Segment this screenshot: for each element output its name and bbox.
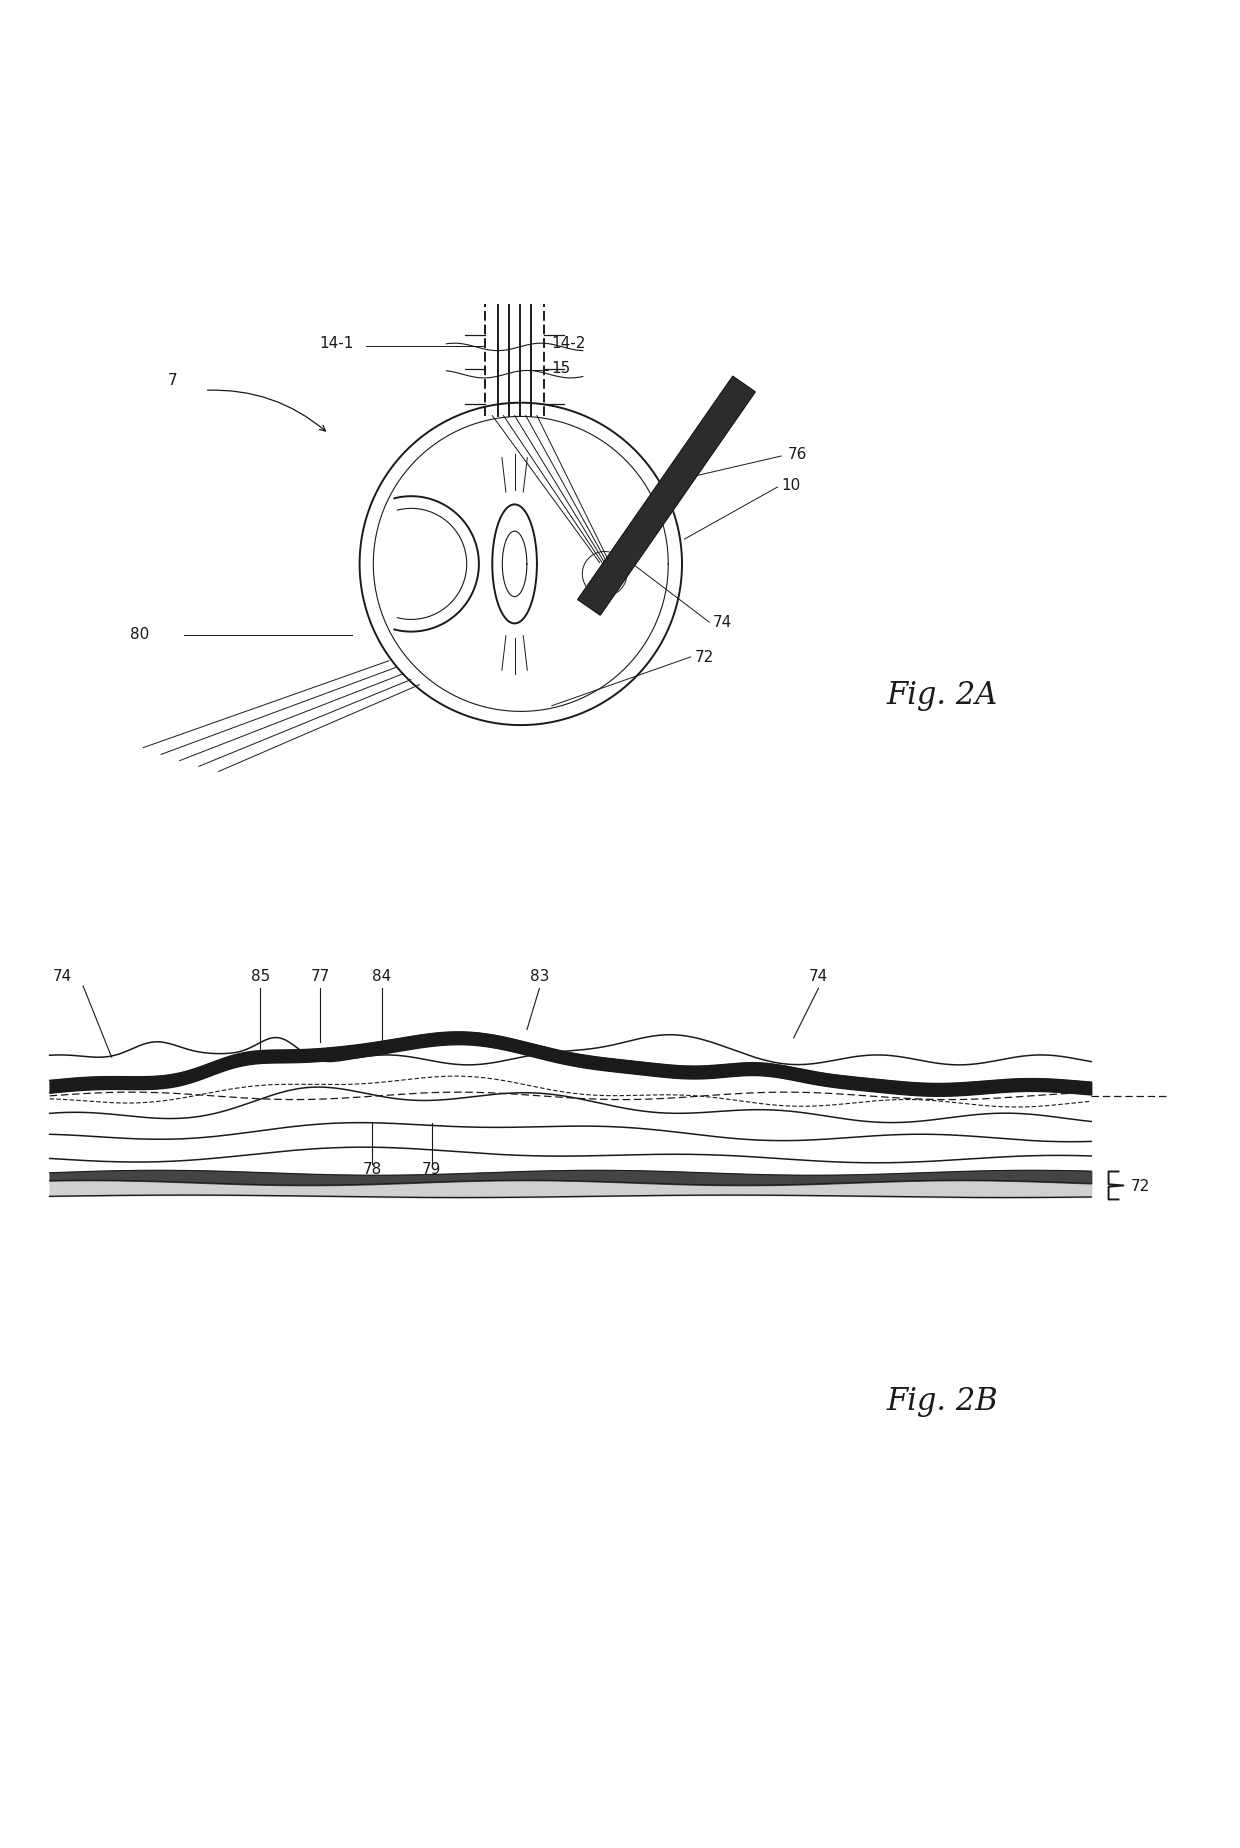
Text: 15: 15 — [552, 360, 572, 375]
Text: 78: 78 — [362, 1161, 382, 1175]
Text: 76: 76 — [787, 447, 807, 462]
Text: Fig. 2B: Fig. 2B — [887, 1386, 998, 1417]
Polygon shape — [578, 377, 755, 615]
Text: 74: 74 — [52, 968, 72, 983]
Text: 80: 80 — [130, 626, 150, 641]
Text: 7: 7 — [167, 373, 177, 388]
Text: 14-2: 14-2 — [552, 336, 587, 351]
Text: Fig. 2A: Fig. 2A — [887, 680, 998, 710]
Text: 72: 72 — [1131, 1179, 1151, 1194]
Text: 74: 74 — [713, 615, 733, 630]
Text: 72: 72 — [694, 649, 714, 663]
Text: 83: 83 — [529, 968, 549, 983]
Text: 79: 79 — [422, 1161, 441, 1175]
Text: 84: 84 — [372, 968, 392, 983]
Text: 14-1: 14-1 — [319, 336, 353, 351]
Text: 10: 10 — [781, 479, 801, 493]
Text: 77: 77 — [310, 968, 330, 983]
Text: 74: 74 — [808, 968, 828, 983]
Text: 85: 85 — [250, 968, 270, 983]
